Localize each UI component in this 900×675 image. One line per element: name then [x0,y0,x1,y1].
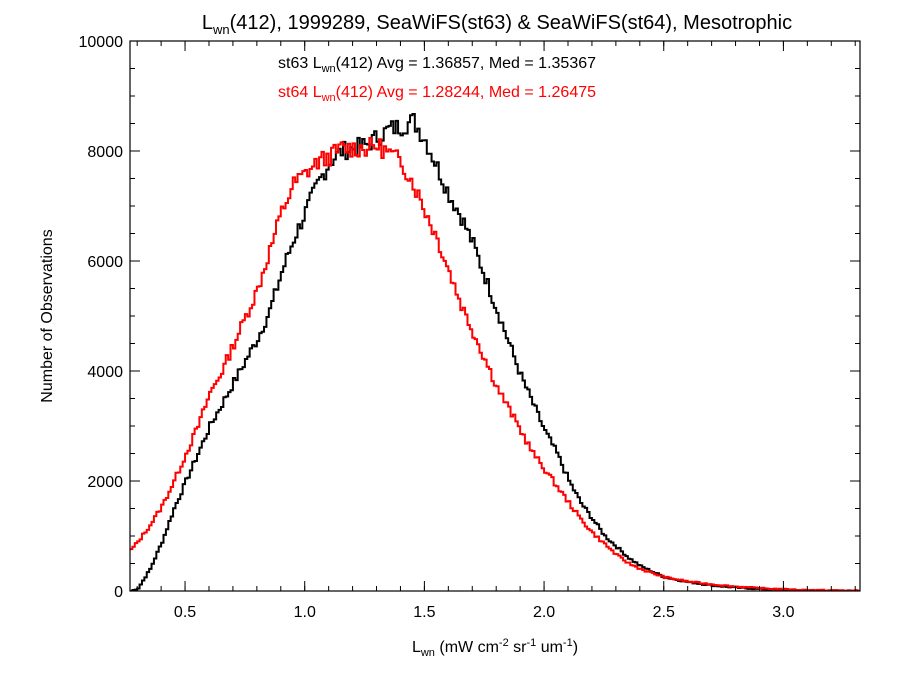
series-layer [130,112,860,591]
y-tick-label: 0 [114,584,123,601]
y-tick-label: 4000 [87,364,123,381]
x-tick-label: 2.5 [653,604,675,621]
x-tick-label: 3.0 [772,604,794,621]
chart-title: Lwn(412), 1999289, SeaWiFS(st63) & SeaWi… [202,12,792,37]
series-line-st64 [130,136,860,591]
y-tick-label: 10000 [79,34,124,51]
tick-layer: 0.5 1.0 1.5 2.0 2.5 3.0 0 2000 4000 6000 8000 10000 [79,34,860,621]
y-axis-title: Number of Observations [39,229,56,402]
y-tick-label: 8000 [87,144,123,161]
y-tick-label: 6000 [87,254,123,271]
x-axis-title: Lwn (mW cm-2 sr-1 um-1) [412,637,578,659]
x-tick-label: 0.5 [174,604,196,621]
x-tick-label: 2.0 [533,604,555,621]
series-line-st63 [130,112,860,591]
plot-frame [129,40,861,592]
st63-stats-annotation: st63 Lwn(412) Avg = 1.36857, Med = 1.353… [278,55,596,75]
y-tick-label: 2000 [87,474,123,491]
x-tick-label: 1.5 [413,604,435,621]
st64-stats-annotation: st64 Lwn(412) Avg = 1.28244, Med = 1.264… [278,84,596,104]
x-tick-label: 1.0 [294,604,316,621]
